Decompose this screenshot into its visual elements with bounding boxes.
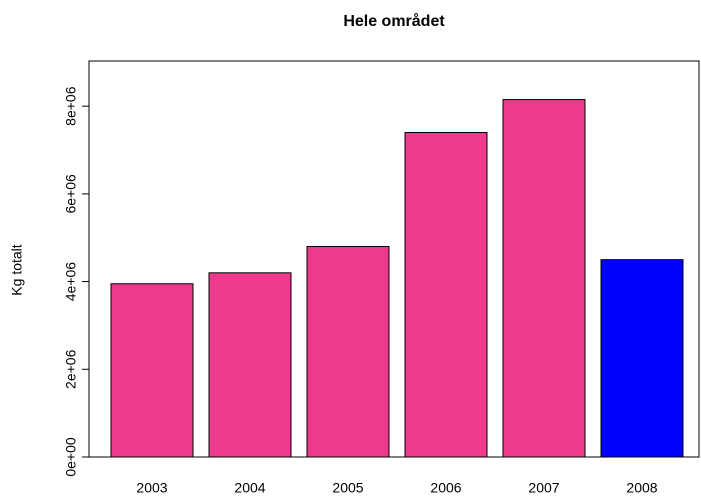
bar — [502, 99, 586, 458]
bar — [600, 259, 684, 458]
bar — [404, 131, 488, 458]
y-tick-label: 8e+06 — [63, 86, 79, 126]
chart-title: Hele området — [343, 12, 445, 30]
bar — [306, 246, 390, 458]
x-tick-label: 2003 — [136, 480, 167, 496]
y-axis-label: Kg totalt — [9, 244, 25, 295]
y-tick-label: 2e+06 — [63, 349, 79, 389]
x-tick-label: 2006 — [430, 480, 461, 496]
bar — [110, 283, 194, 458]
y-tick-label: 6e+06 — [63, 174, 79, 214]
bar — [208, 272, 292, 458]
x-tick-label: 2005 — [332, 480, 363, 496]
x-tick-label: 2004 — [234, 480, 265, 496]
y-tick-label: 0e+00 — [63, 437, 79, 477]
y-tick-label: 4e+06 — [63, 262, 79, 302]
x-tick-label: 2007 — [528, 480, 559, 496]
x-tick-label: 2008 — [626, 480, 657, 496]
